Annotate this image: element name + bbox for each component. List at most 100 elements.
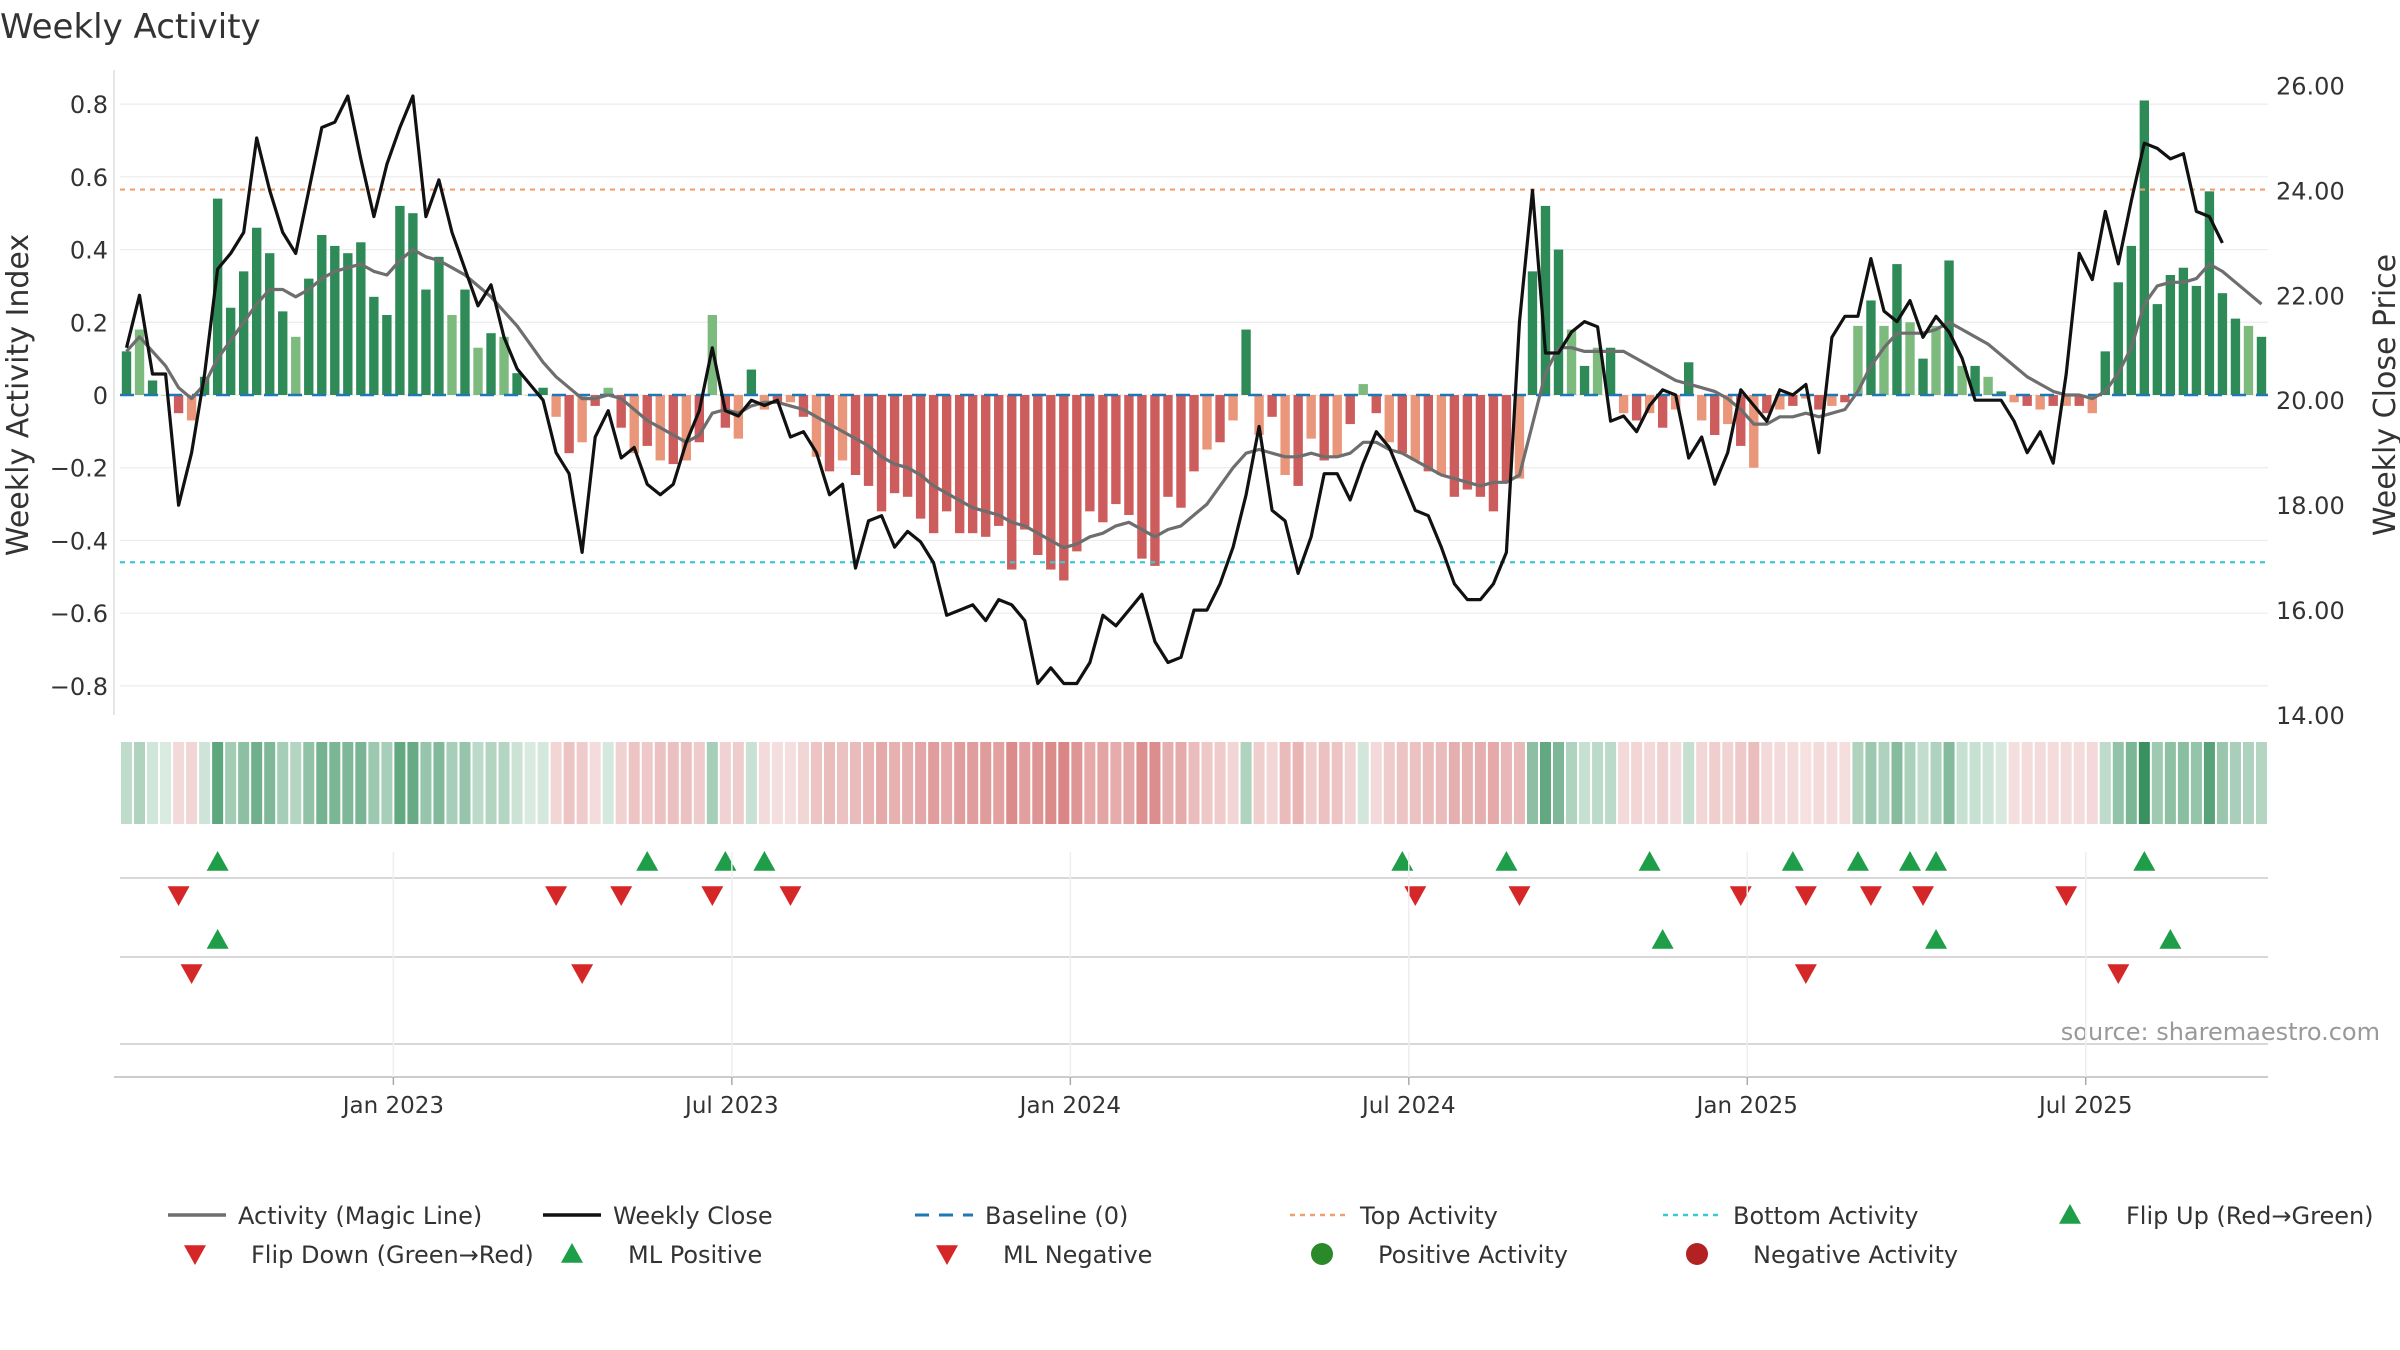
activity-bar	[1085, 395, 1095, 512]
legend-label: Negative Activity	[1753, 1241, 1958, 1269]
activity-bar	[238, 271, 249, 395]
activity-bar	[1358, 384, 1368, 395]
strip-cell	[719, 742, 731, 824]
activity-bar	[811, 395, 822, 457]
strip-cell	[1292, 742, 1304, 824]
strip-cell	[667, 742, 679, 824]
activity-bar	[889, 395, 900, 494]
right-tick-label: 14.00	[2276, 702, 2345, 730]
strip-cell	[147, 742, 159, 824]
activity-bar	[1801, 395, 1811, 399]
ml-positive-marker	[1651, 929, 1674, 949]
strip-cell	[2177, 742, 2189, 824]
activity-bar	[447, 315, 457, 395]
flip-up-marker	[1925, 851, 1948, 871]
activity-bar	[1931, 325, 1941, 395]
activity-bar	[486, 333, 496, 395]
strip-cell	[1735, 742, 1747, 824]
activity-bar	[1827, 395, 1837, 406]
strip-cell	[810, 742, 822, 824]
strip-cell	[2086, 742, 2098, 824]
activity-bar	[1540, 205, 1551, 395]
strip-cell	[1045, 742, 1057, 824]
activity-bar	[1137, 395, 1147, 559]
activity-bar	[512, 373, 522, 395]
activity-bar	[1280, 395, 1290, 475]
activity-bar	[2139, 100, 2150, 396]
strip-cell	[1930, 742, 1942, 824]
strip-cell	[1214, 742, 1226, 824]
strip-cell	[1279, 742, 1291, 824]
strip-cell	[1592, 742, 1604, 824]
strip-cell	[446, 742, 458, 824]
legend-item: Flip Up (Red→Green)	[2059, 1202, 2374, 1230]
strip-cell	[212, 742, 224, 824]
strip-cell	[1696, 742, 1708, 824]
activity-bar	[1020, 395, 1030, 530]
strip-cell	[732, 742, 744, 824]
legend-item: ML Positive	[561, 1241, 762, 1269]
strip-cell	[980, 742, 992, 824]
ml-negative-marker	[1794, 964, 1817, 984]
activity-bar	[564, 395, 574, 454]
strip-cell	[420, 742, 432, 824]
ml-negative-marker	[571, 964, 594, 984]
activity-bar	[2217, 293, 2228, 395]
activity-bar	[2022, 395, 2032, 406]
right-tick-label: 26.00	[2276, 72, 2345, 100]
activity-bar	[1996, 391, 2006, 395]
strip-cell	[1032, 742, 1044, 824]
x-tick-label: Jul 2023	[683, 1093, 779, 1119]
left-tick-label: 0.6	[70, 164, 108, 192]
legend-swatch-circle	[1686, 1243, 1708, 1265]
activity-bar	[121, 351, 132, 395]
strip-cell	[1136, 742, 1148, 824]
activity-bar	[2126, 245, 2136, 395]
strip-cell	[641, 742, 653, 824]
strip-cell	[1097, 742, 1109, 824]
magic-line	[125, 247, 2263, 550]
strip-cell	[2151, 742, 2163, 824]
strip-cell	[2242, 742, 2254, 824]
legend-item: Top Activity	[1290, 1202, 1498, 1230]
strip-cell	[394, 742, 406, 824]
activity-bar	[837, 395, 848, 461]
flip-up-marker	[1846, 851, 1869, 871]
flip-up-marker	[1899, 851, 1921, 871]
strip-cell	[1618, 742, 1630, 824]
activity-bar	[147, 380, 158, 395]
activity-bar	[1840, 395, 1850, 403]
legend-item: Negative Activity	[1686, 1241, 1958, 1269]
flip-down-marker	[1912, 886, 1935, 906]
activity-bar	[1436, 395, 1447, 475]
strip-cell	[602, 742, 614, 824]
strip-cell	[1071, 742, 1083, 824]
strip-cell	[1357, 742, 1369, 824]
activity-bar	[1111, 395, 1121, 505]
activity-bar	[668, 395, 678, 465]
activity-bar	[1566, 329, 1577, 395]
activity-bar	[212, 198, 223, 395]
activity-bar	[1866, 300, 1876, 395]
activity-bar	[1710, 395, 1720, 435]
activity-bar	[1228, 395, 1238, 421]
activity-bar	[2035, 395, 2045, 410]
left-tick-label: 0.2	[70, 309, 108, 337]
activity-bar	[134, 329, 145, 395]
strip-cell	[1006, 742, 1018, 824]
activity-bar	[1124, 395, 1134, 515]
activity-bar	[252, 227, 262, 395]
activity-bar	[2009, 395, 2019, 403]
activity-bar	[590, 395, 600, 406]
activity-bar	[343, 253, 353, 395]
strip-cell	[1110, 742, 1122, 824]
activity-bar	[603, 387, 613, 395]
strip-cell	[407, 742, 419, 824]
strip-cell	[784, 742, 796, 824]
legend-item: Flip Down (Green→Red)	[184, 1241, 534, 1269]
strip-cell	[1474, 742, 1486, 824]
strip-cell	[1813, 742, 1825, 824]
strip-cell	[823, 742, 835, 824]
strip-cell	[290, 742, 302, 824]
flip-down-marker	[1729, 886, 1752, 906]
